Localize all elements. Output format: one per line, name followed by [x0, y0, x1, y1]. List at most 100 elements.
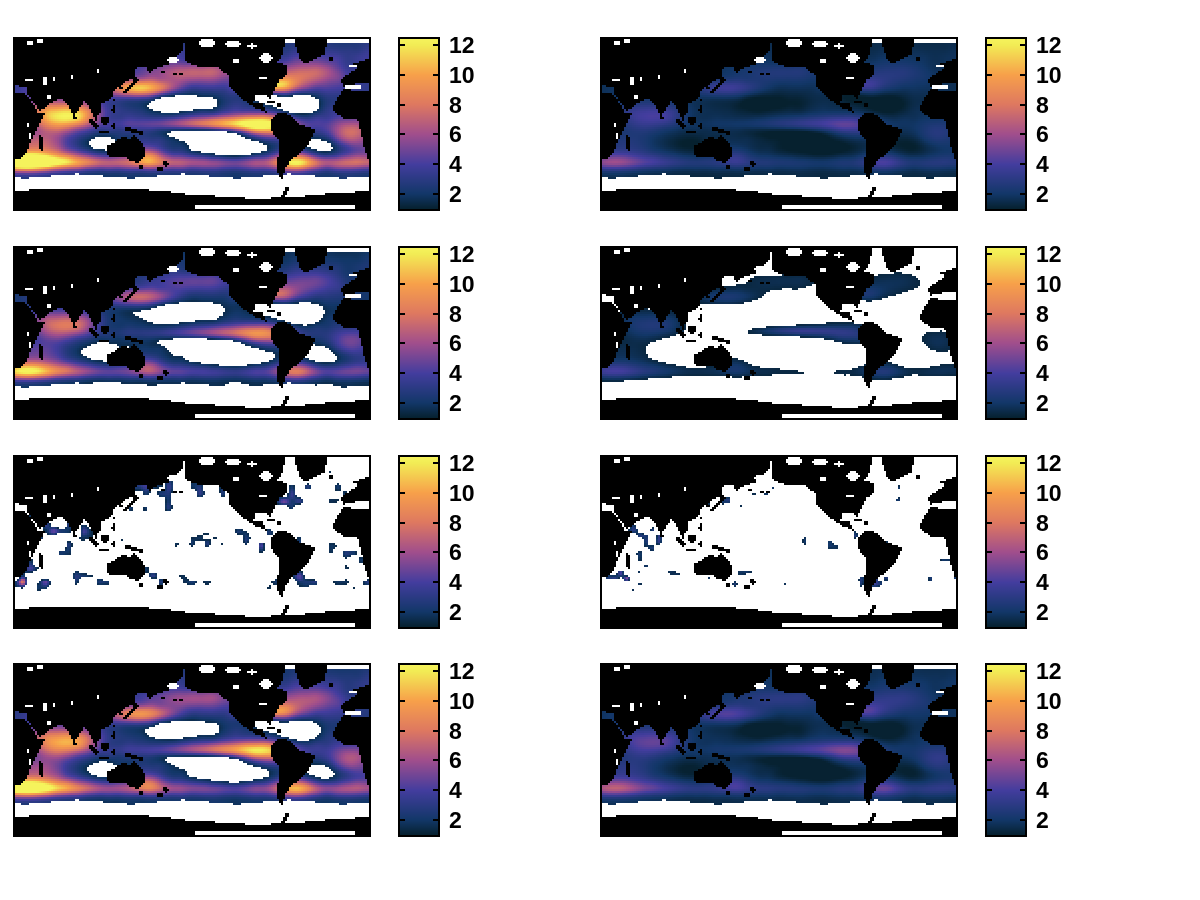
colorbar-tickmark-left: [400, 759, 405, 762]
colorbar-tickmark-right: [433, 163, 438, 166]
colorbar-tick-label: 6: [1036, 330, 1049, 357]
colorbar-r3c2: 2 4 6 8 10 12: [985, 450, 1062, 629]
colorbar-tickmark-left: [987, 759, 992, 762]
map-canvas-r4c2: [600, 663, 958, 837]
colorbar-tick-label: 2: [1036, 390, 1049, 417]
colorbar-tickmark-left: [987, 163, 992, 166]
colorbar-tickmark-left: [987, 73, 992, 76]
colorbar-tickmark-right: [433, 789, 438, 792]
colorbar-tick-label: 12: [449, 657, 475, 684]
colorbar-tickmark-right: [433, 342, 438, 345]
map-canvas-r3c2: [600, 455, 958, 629]
colorbar-tick-label: 6: [449, 330, 462, 357]
colorbar-tickmark-left: [987, 611, 992, 614]
colorbar-tickmark-right: [433, 103, 438, 106]
colorbar-tick-label: 10: [449, 687, 475, 714]
map-canvas-r3c1: [13, 455, 371, 629]
colorbar-r2c1: 2 4 6 8 10 12: [398, 241, 475, 420]
colorbar-tickmark-right: [1020, 402, 1025, 405]
colorbar-tickmark-right: [1020, 372, 1025, 375]
colorbar-tick-label: 8: [449, 717, 462, 744]
colorbar-tickmark-right: [433, 669, 438, 672]
colorbar-tickmark-left: [987, 193, 992, 196]
colorbar-tickmark-left: [987, 789, 992, 792]
colorbar-tickmark-left: [400, 551, 405, 554]
colorbar-tickmark-left: [987, 699, 992, 702]
colorbar-r4c2: 2 4 6 8 10 12: [985, 658, 1062, 837]
colorbar-tickmark-left: [987, 551, 992, 554]
colorbar-tickmark-right: [433, 43, 438, 46]
colorbar-tickmark-left: [987, 729, 992, 732]
colorbar-tickmark-left: [987, 491, 992, 494]
colorbar-tick-label: 6: [449, 747, 462, 774]
colorbar-tick-label: 10: [1036, 61, 1062, 88]
colorbar-tick-label: 2: [449, 599, 462, 626]
colorbar-tickmark-right: [1020, 819, 1025, 822]
colorbar-tick-label: 4: [449, 569, 462, 596]
colorbar-tickmark-left: [400, 252, 405, 255]
colorbar-tickmark-left: [400, 163, 405, 166]
colorbar-tick-label: 12: [1036, 31, 1062, 58]
colorbar-tickmark-right: [433, 73, 438, 76]
colorbar-tickmark-right: [433, 282, 438, 285]
subplot-r3c2: 2 4 6 8 10 12: [600, 450, 1080, 629]
colorbar-r4c1: 2 4 6 8 10 12: [398, 658, 475, 837]
colorbar-tickmark-right: [1020, 551, 1025, 554]
colorbar-tick-label: 2: [1036, 181, 1049, 208]
colorbar-tickmark-right: [1020, 729, 1025, 732]
colorbar-tickmark-left: [987, 312, 992, 315]
colorbar-tickmark-right: [1020, 669, 1025, 672]
colorbar-r2c2: 2 4 6 8 10 12: [985, 241, 1062, 420]
colorbar-tickmark-left: [400, 581, 405, 584]
subplot-r1c2: 2 4 6 8 10 12: [600, 32, 1080, 211]
map-canvas-r4c1: [13, 663, 371, 837]
colorbar-tickmark-right: [1020, 611, 1025, 614]
colorbar-tickmark-left: [400, 193, 405, 196]
colorbar-tickmark-left: [400, 103, 405, 106]
colorbar-tickmark-right: [433, 581, 438, 584]
colorbar-tickmark-right: [433, 611, 438, 614]
colorbar-tick-label: 4: [449, 360, 462, 387]
subplot-r3c1: 2 4 6 8 10 12: [13, 450, 493, 629]
colorbar-tickmark-left: [400, 133, 405, 136]
colorbar-tickmark-left: [400, 73, 405, 76]
colorbar-tickmark-left: [400, 282, 405, 285]
colorbar-tickmark-right: [433, 461, 438, 464]
colorbar-tickmark-left: [987, 133, 992, 136]
colorbar-tickmark-right: [433, 819, 438, 822]
colorbar-tickmark-left: [987, 521, 992, 524]
colorbar-tick-label: 10: [449, 479, 475, 506]
colorbar-tick-label: 4: [1036, 151, 1049, 178]
colorbar-tick-label: 4: [1036, 569, 1049, 596]
colorbar-tickmark-left: [400, 729, 405, 732]
colorbar-tick-label: 10: [449, 270, 475, 297]
colorbar-r3c1: 2 4 6 8 10 12: [398, 450, 475, 629]
colorbar-tickmark-right: [433, 193, 438, 196]
colorbar-tick-label: 4: [1036, 777, 1049, 804]
colorbar-tickmark-right: [433, 551, 438, 554]
colorbar-tickmark-right: [1020, 133, 1025, 136]
colorbar-tickmark-right: [1020, 312, 1025, 315]
colorbar-tick-label: 8: [1036, 717, 1049, 744]
subplot-r2c2: 2 4 6 8 10 12: [600, 241, 1080, 420]
colorbar-tickmark-left: [987, 372, 992, 375]
colorbar-tick-label: 4: [1036, 360, 1049, 387]
colorbar-tick-label: 10: [449, 61, 475, 88]
colorbar-tickmark-right: [433, 491, 438, 494]
colorbar-tick-label: 12: [449, 31, 475, 58]
colorbar-tickmark-right: [1020, 193, 1025, 196]
map-canvas-r1c2: [600, 37, 958, 211]
colorbar-tickmark-left: [400, 43, 405, 46]
colorbar-tickmark-left: [987, 461, 992, 464]
colorbar-tick-label: 4: [449, 151, 462, 178]
colorbar-tick-label: 12: [1036, 449, 1062, 476]
colorbar-tickmark-right: [1020, 759, 1025, 762]
colorbar-tick-label: 8: [449, 91, 462, 118]
colorbar-tickmark-right: [1020, 461, 1025, 464]
colorbar-tickmark-left: [400, 491, 405, 494]
colorbar-tickmark-left: [400, 372, 405, 375]
colorbar-tick-label: 10: [1036, 687, 1062, 714]
colorbar-tickmark-left: [400, 461, 405, 464]
colorbar-tickmark-right: [433, 252, 438, 255]
colorbar-tick-label: 12: [1036, 240, 1062, 267]
